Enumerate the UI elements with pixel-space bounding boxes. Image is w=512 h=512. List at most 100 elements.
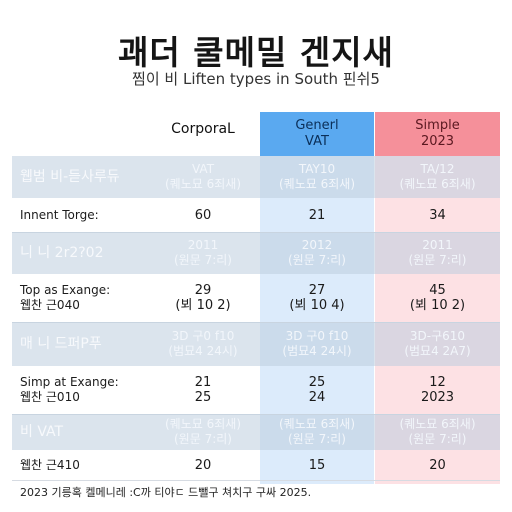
table-row: 매 니 드퍼P푸 3D 구0 f10 (범묘4 24시) 3D 구0 f10 (범묘4 …: [12, 322, 500, 366]
page-subtitle: 찜이 비 Liften types in South 핀쉬5: [132, 70, 380, 88]
row-label-text: 니 니 2r2?02: [20, 244, 104, 261]
row-label-text: 웹찬 근040: [20, 298, 80, 312]
corporal-cell-text: 21: [194, 375, 212, 390]
simple-cell-text: 45: [429, 283, 446, 298]
simple-cell-text: 2023: [420, 390, 455, 405]
row-label: 비 VAT: [20, 414, 146, 450]
row-label: Innent Torge:: [20, 198, 146, 232]
general-cell-text: 21: [308, 207, 326, 223]
row-label: Top as Exange: 웹찬 근040: [20, 274, 146, 322]
corporal-cell-text: 20: [194, 457, 212, 473]
general-cell-text: 27: [308, 283, 326, 298]
corporal-cell-text: (퀘노묘 6죄새): [164, 177, 241, 191]
simple-cell: 34: [375, 198, 500, 232]
general-cell-text: 24: [308, 390, 326, 405]
row-label-text: 매 니 드퍼P푸: [20, 335, 102, 352]
simple-cell-text: (범묘4 2A7): [404, 344, 471, 358]
general-cell-text: (원문 7:리): [288, 432, 346, 446]
page-title: 괘더 쿨메밀 겐지새: [118, 33, 394, 72]
general-cell: 2012 (원문 7:리): [260, 232, 374, 274]
header-general-line2: VAT: [305, 134, 329, 149]
simple-cell: 3D-구610 (범묘4 2A7): [375, 322, 500, 366]
general-cell: 27 (뵈 10 4): [260, 274, 374, 322]
row-label-text: 웹찬 근010: [20, 390, 80, 404]
table-row: 웹찬 근410 20 15 20: [12, 450, 500, 481]
general-cell-text: (퀘노묘 6죄새): [278, 177, 355, 191]
corporal-cell-text: 3D 구0 f10: [171, 329, 235, 343]
row-label-text: Innent Torge:: [20, 207, 99, 222]
corporal-cell-text: 60: [194, 207, 212, 223]
general-cell-text: (원문 7:리): [288, 253, 346, 267]
simple-cell: 20: [375, 450, 500, 480]
simple-cell: 45 (뵈 10 2): [375, 274, 500, 322]
corporal-cell: 21 25: [146, 366, 260, 414]
general-cell: TAY10 (퀘노묘 6죄새): [260, 156, 374, 198]
header-simple-line1: Simple: [415, 118, 460, 133]
table-row: 니 니 2r2?02 2011 (원문 7:리) 2012 (원문 7:리) 2011 (원…: [12, 232, 500, 274]
corporal-cell: 3D 구0 f10 (범묘4 24시): [146, 322, 260, 366]
header-general: Generl VAT: [260, 112, 374, 156]
general-cell-text: (퀘노묘 6죄새): [278, 417, 355, 431]
table-row: Top as Exange: 웹찬 근040 29 (뵈 10 2) 27 (뵈 10 4…: [12, 274, 500, 323]
general-cell: 3D 구0 f10 (범묘4 24시): [260, 322, 374, 366]
corporal-cell: 29 (뵈 10 2): [146, 274, 260, 322]
header-general-line1: Generl: [295, 118, 339, 133]
row-label: 니 니 2r2?02: [20, 232, 146, 274]
corporal-cell-text: (원문 7:리): [174, 253, 232, 267]
row-label-text: Simp at Exange:: [20, 375, 119, 389]
corporal-cell-text: 29: [194, 283, 212, 298]
general-cell: (퀘노묘 6죄새) (원문 7:리): [260, 414, 374, 450]
simple-cell-text: 3D-구610: [409, 329, 466, 343]
general-cell-text: (범묘4 24시): [282, 344, 352, 358]
row-label-text: Top as Exange:: [20, 283, 111, 297]
simple-cell-text: (원문 7:리): [408, 253, 467, 267]
general-cell: 25 24: [260, 366, 374, 414]
general-cell-text: 3D 구0 f10: [285, 329, 349, 343]
corporal-cell-text: VAT: [191, 162, 215, 176]
corporal-cell-text: (퀘노묘 6죄새): [164, 417, 241, 431]
row-label: Simp at Exange: 웹찬 근010: [20, 366, 146, 414]
corporal-cell: 60: [146, 198, 260, 232]
simple-cell-text: (퀘노묘 6죄새): [399, 417, 476, 431]
corporal-cell-text: (범묘4 24시): [168, 344, 238, 358]
simple-cell-text: 34: [429, 207, 446, 223]
corporal-cell: 2011 (원문 7:리): [146, 232, 260, 274]
simple-cell-text: 20: [429, 457, 446, 473]
general-cell-text: 2012: [301, 238, 333, 252]
general-cell: 15: [260, 450, 374, 480]
corporal-cell: VAT (퀘노묘 6죄새): [146, 156, 260, 198]
row-label-text: 웹찬 근410: [20, 457, 80, 472]
corporal-cell-text: 25: [194, 390, 212, 405]
simple-cell-text: (뵈 10 2): [409, 298, 466, 313]
row-label: 웹찬 근410: [20, 450, 146, 480]
general-cell-text: 25: [308, 375, 326, 390]
corporal-cell: 20: [146, 450, 260, 480]
table-row: Innent Torge: 60 21 34: [12, 198, 500, 233]
row-label: 매 니 드퍼P푸: [20, 322, 146, 366]
simple-cell-text: 2011: [422, 238, 453, 252]
header-corporal-label: CorporaL: [171, 121, 235, 137]
general-cell-text: 15: [308, 457, 326, 473]
row-label-text: 웹범 비-듣사루듀: [20, 168, 120, 185]
table-row: Simp at Exange: 웹찬 근010 21 25 25 24 12 2023: [12, 366, 500, 415]
corporal-cell-text: (원문 7:리): [174, 432, 232, 446]
simple-cell: (퀘노묘 6죄새) (원문 7:리): [375, 414, 500, 450]
corporal-cell-text: 2011: [187, 238, 219, 252]
general-cell: 21: [260, 198, 374, 232]
footer-note: 2023 기릉혹 켈메니레 :C까 티야ㄷ 드뺄구 쳐치구 구싸 2025.: [20, 486, 312, 499]
header-simple-line2: 2023: [420, 134, 455, 149]
corporal-cell: (퀘노묘 6죄새) (원문 7:리): [146, 414, 260, 450]
simple-cell-text: 12: [429, 375, 446, 390]
simple-cell-text: (원문 7:리): [408, 432, 467, 446]
corporal-cell-text: (뵈 10 2): [175, 298, 231, 313]
general-cell-text: TAY10: [298, 162, 336, 176]
table-row: 웹범 비-듣사루듀 VAT (퀘노묘 6죄새) TAY10 (퀘노묘 6죄새) TA/12…: [12, 156, 500, 198]
row-label: 웹범 비-듣사루듀: [20, 156, 146, 198]
header-corporal: CorporaL: [146, 110, 260, 148]
header-simple: Simple 2023: [375, 112, 500, 156]
simple-cell-text: (퀘노묘 6죄새): [399, 177, 476, 191]
row-label-text: 비 VAT: [20, 423, 64, 440]
simple-cell-text: TA/12: [420, 162, 455, 176]
table-row: 비 VAT (퀘노묘 6죄새) (원문 7:리) (퀘노묘 6죄새) (원문 7:리)(…: [12, 414, 500, 450]
simple-cell: TA/12 (퀘노묘 6죄새): [375, 156, 500, 198]
